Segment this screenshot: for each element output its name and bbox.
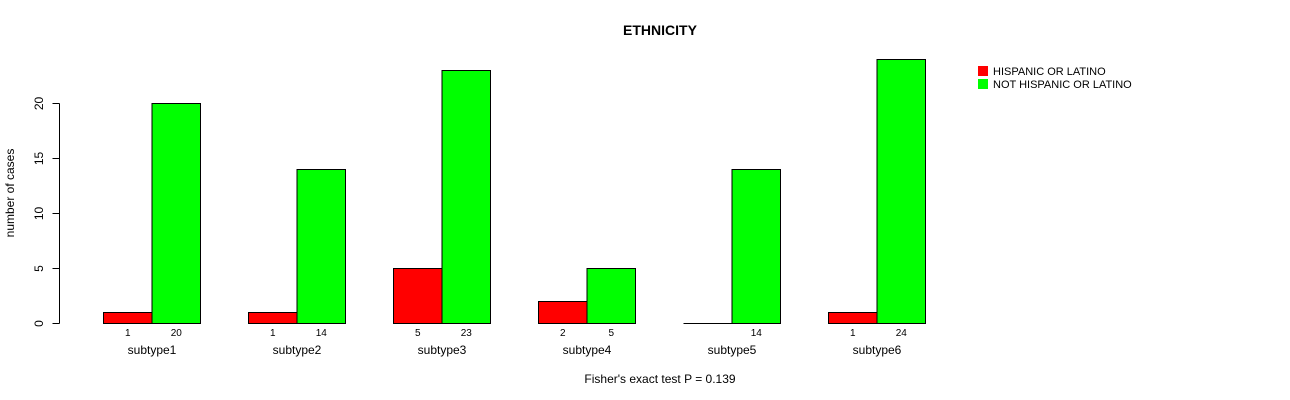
category-label: subtype6 <box>853 343 902 357</box>
bars: 1 20 subtype1 1 14 subtype2 5 23 subtype3 2 5 subty… <box>103 59 926 357</box>
bar <box>876 59 926 324</box>
bar <box>248 312 298 324</box>
bar-value-label: 14 <box>751 328 763 339</box>
bar <box>538 301 588 324</box>
y-axis-label: number of cases <box>3 149 17 238</box>
x-axis-label: Fisher's exact test P = 0.139 <box>584 372 735 386</box>
y-axis: 0 5 10 15 20 <box>32 97 60 327</box>
bar-value-label: 24 <box>896 328 908 339</box>
legend-swatch <box>978 66 988 76</box>
bar-value-label: 1 <box>125 328 131 339</box>
category-label: subtype4 <box>563 343 612 357</box>
y-tick-label: 5 <box>32 265 46 272</box>
bar <box>103 312 153 324</box>
category-label: subtype2 <box>273 343 322 357</box>
category-label: subtype3 <box>418 343 467 357</box>
bar <box>393 268 443 324</box>
category-label: subtype5 <box>708 343 757 357</box>
bar <box>441 70 491 324</box>
category-label: subtype1 <box>128 343 177 357</box>
chart-title: ETHNICITY <box>623 22 698 38</box>
bar-value-label: 5 <box>608 328 614 339</box>
y-tick-label: 10 <box>32 207 46 221</box>
bar <box>586 268 636 324</box>
bar <box>731 169 781 324</box>
bar <box>151 103 201 324</box>
legend-label: HISPANIC OR LATINO <box>993 66 1106 78</box>
y-tick-label: 0 <box>32 320 46 327</box>
bar-value-label: 23 <box>461 328 473 339</box>
bar-value-label: 1 <box>270 328 276 339</box>
bar-value-label: 14 <box>316 328 328 339</box>
legend-swatch <box>978 79 988 89</box>
y-tick-label: 20 <box>32 97 46 111</box>
bar-value-label: 1 <box>850 328 856 339</box>
bar-value-label: 2 <box>560 328 566 339</box>
bar-value-label: 20 <box>171 328 183 339</box>
bar-value-label: 5 <box>415 328 421 339</box>
y-tick-label: 15 <box>32 152 46 166</box>
bar <box>296 169 346 324</box>
legend-label: NOT HISPANIC OR LATINO <box>993 79 1132 91</box>
bar <box>828 312 878 324</box>
